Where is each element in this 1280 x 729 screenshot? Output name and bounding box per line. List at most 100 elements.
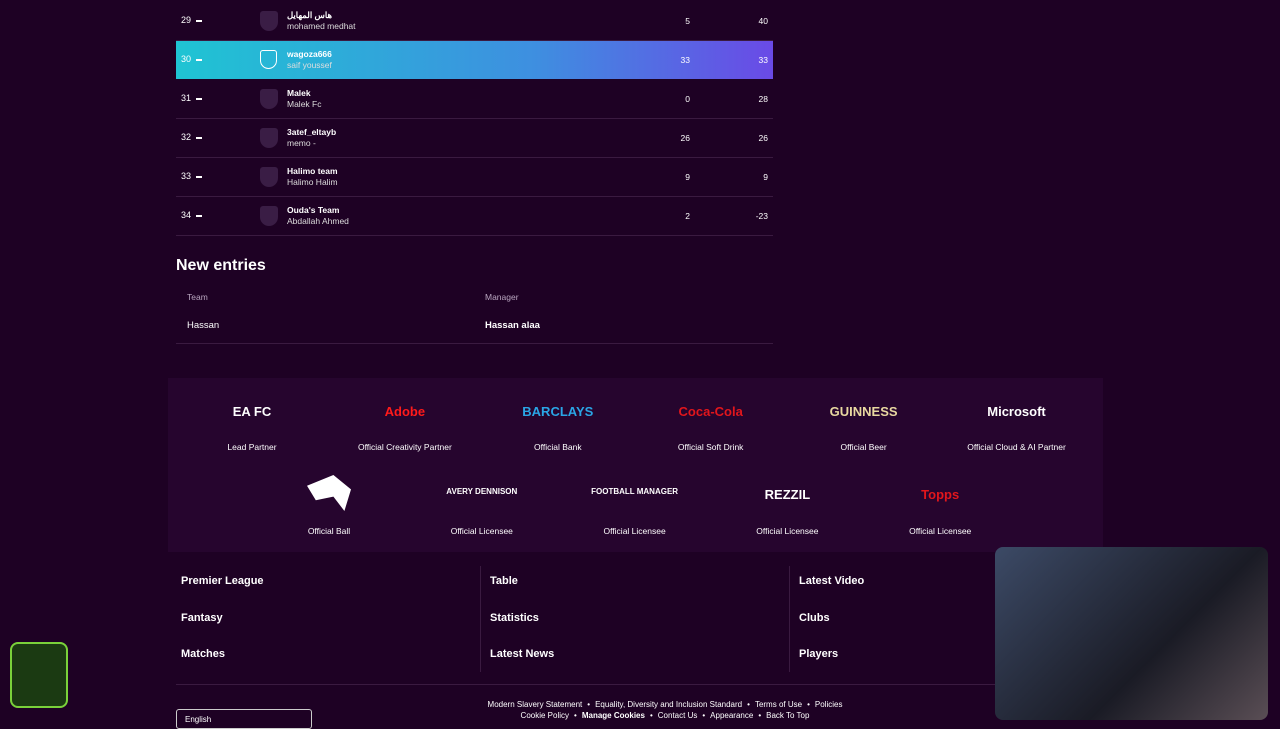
footer-link[interactable]: Players	[799, 648, 839, 660]
legal-link[interactable]: Manage Cookies	[581, 710, 645, 720]
partner-label: Official Licensee	[450, 526, 513, 536]
league-row[interactable]: 29 هاس المهايل mohamed medhat 5 40	[176, 2, 773, 41]
legal-link[interactable]: Contact Us	[657, 710, 698, 720]
footer-link[interactable]: Statistics	[490, 611, 539, 624]
partner-logo[interactable]: EA FC	[232, 404, 272, 419]
partner-logo[interactable]: BARCLAYS	[522, 404, 594, 419]
legal-link[interactable]: Modern Slavery Statement	[487, 700, 583, 709]
legal-link[interactable]: Back To Top	[766, 710, 810, 720]
total-points: 26	[758, 133, 768, 143]
league-row[interactable]: 30 wagoza666 saif youssef 33 33	[176, 41, 773, 79]
team-badge	[260, 11, 278, 31]
partner-logo[interactable]: Adobe	[384, 404, 426, 419]
entry-cell: Hassan alaa	[485, 320, 540, 331]
rank: 33	[181, 171, 192, 181]
partner-label: Official Licensee	[603, 526, 666, 536]
manager-name: saif youssef	[287, 60, 332, 70]
entry-rule	[176, 343, 773, 344]
league-row[interactable]: 31 Malek Malek Fc 0 28	[176, 80, 773, 119]
gw-points: 5	[685, 16, 690, 26]
partner-logo[interactable]: FOOTBALL MANAGER	[591, 487, 679, 496]
bullet-separator: •	[702, 710, 706, 720]
rank: 31	[181, 93, 192, 103]
rank: 30	[181, 54, 192, 64]
movement	[196, 215, 202, 217]
rank: 29	[181, 15, 192, 25]
gw-points: 0	[685, 94, 690, 104]
team-name[interactable]: Malek	[287, 88, 311, 98]
manager-name: memo -	[287, 138, 316, 148]
footer-link[interactable]: Latest News	[490, 648, 555, 660]
legal-line: Modern Slavery Statement • Equality, Diver…	[340, 700, 990, 709]
legal-link[interactable]: Cookie Policy	[520, 710, 570, 720]
bullet-separator: •	[807, 700, 810, 709]
total-points: 9	[763, 172, 768, 182]
league-row[interactable]: 34 Ouda's Team Abdallah Ahmed 2 -23	[176, 197, 773, 236]
total-points: -23	[755, 211, 768, 221]
movement	[196, 176, 202, 178]
movement	[196, 20, 202, 22]
partner-logo[interactable]: Coca-Cola	[678, 404, 743, 419]
legal-link[interactable]: Equality, Diversity and Inclusion Standa…	[595, 700, 743, 709]
team-name[interactable]: 3atef_eltayb	[287, 127, 337, 137]
team-name[interactable]: wagoza666	[287, 49, 332, 59]
footer-rule	[176, 684, 1096, 685]
league-row[interactable]: 32 3atef_eltayb memo - 26 26	[176, 119, 773, 158]
partner-logo[interactable]: Microsoft	[987, 404, 1046, 419]
legal-line: Cookie Policy • Manage Cookies • Contact Us •…	[340, 711, 990, 720]
partner-logo[interactable]: REZZIL	[764, 487, 811, 502]
gw-points: 26	[680, 133, 690, 143]
rank: 32	[181, 132, 192, 142]
manager-name: Abdallah Ahmed	[287, 216, 349, 226]
footer-link[interactable]: Premier League	[181, 575, 264, 587]
gw-points: 9	[685, 172, 690, 182]
partner-label: Official Soft Drink	[677, 442, 744, 452]
partner-label: Official Licensee	[756, 526, 819, 536]
partner-logo[interactable]: GUINNESS	[829, 404, 898, 419]
footer-link[interactable]: Clubs	[799, 611, 830, 624]
footer-link[interactable]: Table	[490, 575, 518, 587]
team-badge	[260, 167, 278, 187]
league-row[interactable]: 33 Halimo team Halimo Halim 9 9	[176, 158, 773, 197]
partner-label: Official Creativity Partner	[357, 442, 452, 452]
legal-link[interactable]: Appearance	[710, 710, 754, 720]
partner-logo[interactable]: Topps	[921, 487, 960, 502]
partner-label: Official Beer	[840, 442, 887, 452]
team-name[interactable]: هاس المهايل	[287, 10, 332, 20]
partner-logo[interactable]: AVERY DENNISON	[446, 487, 518, 496]
team-name[interactable]: Halimo team	[287, 166, 338, 176]
column-header: Manager	[485, 292, 519, 302]
column-header: Team	[187, 292, 208, 302]
partner-label: Official Licensee	[909, 526, 972, 536]
partner-label: Lead Partner	[227, 442, 277, 452]
manager-name: Halimo Halim	[287, 177, 338, 187]
footer-divider	[480, 566, 481, 672]
legal-link[interactable]: Terms of Use	[754, 700, 803, 709]
gw-points: 2	[685, 211, 690, 221]
partner-label: Official Ball	[307, 526, 351, 536]
partner-label: Official Cloud & AI Partner	[967, 442, 1066, 452]
movement	[196, 98, 202, 100]
movement	[196, 137, 202, 139]
entry-cell: Hassan	[187, 320, 220, 331]
webcam-overlay	[995, 547, 1268, 720]
legal-link[interactable]: Policies	[814, 700, 843, 709]
movement	[196, 59, 202, 61]
manager-name: Malek Fc	[287, 99, 322, 109]
partners-band	[168, 378, 1103, 552]
rank: 34	[181, 210, 192, 220]
total-points: 40	[758, 16, 768, 26]
bullet-separator: •	[649, 710, 653, 720]
language-select[interactable]: English	[176, 709, 312, 729]
gw-points: 33	[680, 55, 690, 65]
team-name[interactable]: Ouda's Team	[287, 205, 340, 215]
footer-link[interactable]: Matches	[181, 648, 226, 660]
footer-link[interactable]: Fantasy	[181, 611, 223, 624]
section-title: New entries	[176, 257, 266, 274]
bullet-separator: •	[747, 700, 750, 709]
team-badge	[260, 89, 278, 109]
footer-link[interactable]: Latest Video	[799, 575, 865, 587]
partner-label: Official Bank	[534, 442, 582, 452]
bullet-separator: •	[758, 710, 762, 720]
